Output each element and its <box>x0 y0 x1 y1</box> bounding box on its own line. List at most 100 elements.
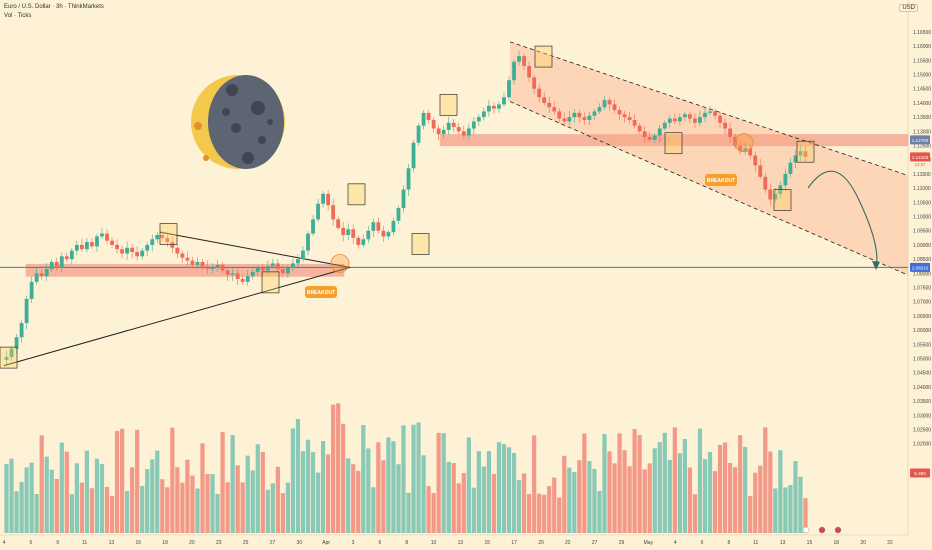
breakout-label-bg <box>305 286 337 298</box>
projection-curve <box>807 170 878 268</box>
candle-body <box>652 135 657 140</box>
candle-body <box>250 271 255 277</box>
time-tick-label: 8 <box>405 540 408 546</box>
volume-bar <box>114 431 120 533</box>
candle-body <box>753 155 758 166</box>
time-tick-label: 27 <box>270 540 276 546</box>
candle-body <box>200 261 205 267</box>
event-icon <box>834 526 842 534</box>
volume-bar <box>270 483 275 533</box>
candle-body <box>783 173 788 186</box>
candle-body <box>165 237 170 243</box>
moon-spot <box>194 122 202 130</box>
candle-body <box>90 242 94 247</box>
resistance-zone <box>439 134 909 147</box>
projection-arrowhead <box>872 261 880 270</box>
volume-bar <box>697 428 703 533</box>
price-tick-label: 1.03500 <box>913 399 931 405</box>
support-zone <box>25 263 345 277</box>
volume-bar <box>642 469 647 533</box>
candle-body <box>125 247 130 254</box>
moon-crater <box>267 119 273 125</box>
volume-bar <box>577 460 582 533</box>
volume-bar <box>778 450 783 533</box>
candle-body <box>235 273 240 280</box>
candle-body <box>476 117 481 122</box>
volume-bar <box>366 448 371 533</box>
wedge-upper-line <box>159 231 351 268</box>
volume-bar <box>627 466 632 533</box>
volume-bar <box>466 437 471 533</box>
moon-crater <box>258 136 266 144</box>
time-tick-label: 11 <box>753 540 758 546</box>
candle-body <box>793 155 798 163</box>
volume-bar <box>225 482 230 533</box>
currency-button[interactable]: USD <box>899 4 918 12</box>
candle-body <box>100 233 104 237</box>
time-tick-label: 6 <box>701 540 704 546</box>
volume-bar <box>39 435 44 533</box>
volume-bar <box>672 427 677 533</box>
time-tick-label: 17 <box>511 540 517 546</box>
volume-bar <box>763 427 768 533</box>
volume-bar <box>94 458 100 533</box>
candle-body <box>647 137 652 140</box>
candle-body <box>426 112 431 120</box>
volume-bar <box>381 460 386 533</box>
volume-bar <box>285 482 291 533</box>
price-tick-label: 1.15000 <box>913 73 931 79</box>
candle-body <box>547 102 552 108</box>
volume-bar <box>361 425 366 533</box>
volume-bar <box>652 448 657 533</box>
volume-bar <box>602 433 607 533</box>
volume-bar <box>69 494 74 533</box>
time-tick-label: 18 <box>834 540 840 546</box>
volume-bar <box>265 489 270 533</box>
price-tick-label: 1.07500 <box>913 286 931 292</box>
highlight-box <box>159 223 178 245</box>
volume-bar <box>235 465 240 533</box>
candle-body <box>507 80 511 98</box>
candle-body <box>105 233 109 241</box>
candle-body <box>245 276 250 282</box>
volume-bar <box>185 459 190 533</box>
time-tick-label: 4 <box>674 540 677 546</box>
volume-bar <box>396 464 401 533</box>
candle-body <box>331 205 336 220</box>
candle-body <box>577 112 582 118</box>
highlight-box <box>664 132 683 155</box>
volume-bar <box>280 493 285 533</box>
candle-body <box>346 229 351 235</box>
volume-bar <box>230 435 235 533</box>
candle-body <box>537 88 542 98</box>
candle-body <box>466 128 471 136</box>
volume-bar <box>44 456 49 533</box>
candle-body <box>471 121 476 129</box>
candle-body <box>557 111 562 119</box>
candle-body <box>190 260 195 265</box>
time-tick-label: 30 <box>297 540 303 546</box>
breakout-label: BREAKOUT <box>307 290 335 296</box>
candle-body <box>326 193 331 206</box>
price-tag-level: 1.08210 <box>912 265 929 270</box>
candle-body <box>562 118 567 122</box>
candle-body <box>587 115 592 120</box>
price-tick-label: 1.10000 <box>913 215 931 221</box>
volume-bar <box>145 469 150 533</box>
price-tick-label: 1.04000 <box>913 385 931 391</box>
candle-body <box>19 323 24 338</box>
candle-body <box>492 105 496 109</box>
candle-body <box>487 105 491 112</box>
volume-bar <box>426 486 431 533</box>
candle-body <box>240 279 245 282</box>
volume-bar <box>300 451 306 533</box>
candle-body <box>723 122 727 129</box>
volume-bar <box>74 463 79 533</box>
volume-bar <box>542 494 547 533</box>
volume-bar <box>411 424 416 533</box>
time-tick-label: 25 <box>243 540 249 546</box>
volume-bar <box>562 455 567 533</box>
candle-body <box>210 267 215 270</box>
event-icon <box>802 526 810 534</box>
